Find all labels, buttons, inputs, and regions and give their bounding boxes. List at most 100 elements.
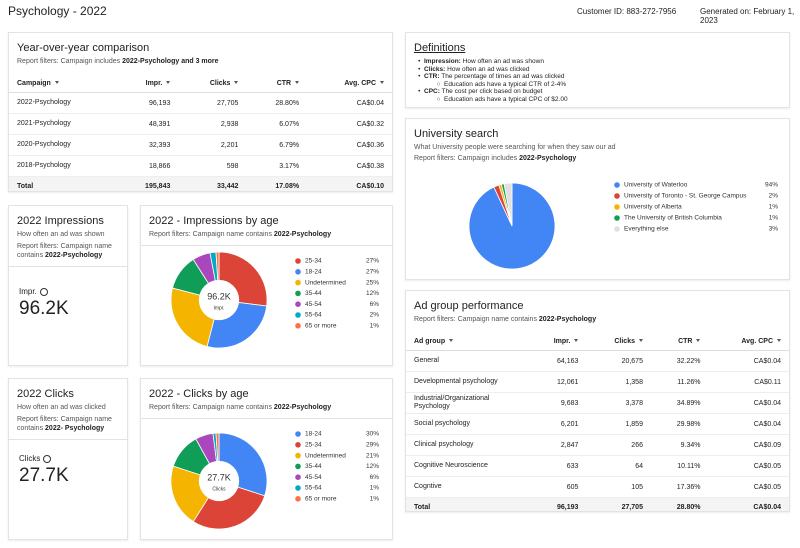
table-cell: 34.89% — [650, 392, 709, 414]
data-table: Campaign Impr. Clicks CTR Avg. CPC 2022-Psych… — [9, 74, 392, 191]
table-cell: CA$0.36 — [307, 134, 392, 156]
table-cell: 6.07% — [246, 113, 308, 135]
report-filter: Report filters: Campaign includes 2022-P… — [17, 57, 384, 66]
total-cell: Total — [9, 176, 116, 191]
filter-text: Report filters: Campaign name contains — [414, 316, 537, 323]
filter-value: 2022- Psychology — [45, 425, 105, 432]
help-icon[interactable] — [39, 287, 48, 296]
filter-text: Report filters: Campaign includes — [17, 58, 121, 65]
total-cell: CA$0.10 — [307, 176, 392, 191]
table-cell: 29.98% — [650, 413, 709, 435]
table-cell: 598 — [178, 155, 247, 177]
table-cell: 1,859 — [586, 413, 651, 435]
report-filter: Report filters: Campaign name contains 2… — [414, 315, 781, 324]
filter-value: 2022-Psychology and 3 more — [122, 58, 219, 65]
metric-value: 96.2K — [19, 298, 69, 319]
table-cell: 18,866 — [115, 155, 179, 177]
help-icon[interactable] — [43, 454, 52, 463]
table-cell: 2,938 — [178, 113, 247, 135]
table-cell: 266 — [586, 434, 651, 456]
definition-text: How often an ad was shown — [462, 58, 544, 65]
total-cell: CA$0.04 — [708, 497, 789, 511]
table-cell: General — [406, 350, 528, 372]
customer-id: Customer ID: 883-272-7956 — [577, 7, 677, 16]
table-row: 2022-Psychology 96,193 27,705 28.80% CA$0.04 — [9, 92, 392, 114]
total-cell: Total — [406, 497, 528, 511]
column-header: CTR — [650, 332, 709, 351]
table-cell: 105 — [586, 476, 651, 498]
filter-text: Report filters: Campaign name contains — [17, 243, 112, 259]
clicks-card: 2022 Clicks How often an ad was clicked … — [8, 378, 128, 540]
table-cell: 27,705 — [178, 92, 247, 114]
total-row: Total 96,193 27,705 28.80% CA$0.04 — [406, 497, 789, 511]
metric-label-row: Clicks — [19, 454, 117, 463]
total-cell: 195,843 — [115, 176, 179, 191]
table-cell: CA$0.09 — [708, 434, 789, 456]
definition-list: Impression: How often an ad was shown Cli… — [424, 58, 789, 103]
column-header: Clicks — [178, 74, 247, 93]
metric-label-row: Impr. — [19, 287, 117, 296]
total-cell: 96,193 — [527, 497, 587, 511]
table-cell: 9,683 — [527, 392, 587, 414]
column-label: Avg. CPC — [741, 338, 781, 345]
definition-term: CPC: — [424, 88, 440, 95]
table-cell: 64 — [586, 455, 651, 477]
table-row: Cognitive Neuroscience 633 64 10.11% CA$0.05 — [406, 455, 789, 477]
table-cell: Cogntive — [406, 476, 528, 498]
card-title: 2022 Clicks — [17, 388, 74, 400]
impressions-card: 2022 Impressions How often an ad was sho… — [8, 205, 128, 366]
table-cell: 605 — [527, 476, 587, 498]
table-cell: Clinical psychology — [406, 434, 528, 456]
table-cell: 2,847 — [527, 434, 587, 456]
sub-list: Education ads have a typical CPC of $2.0… — [444, 96, 789, 104]
table-cell: CA$0.11 — [708, 371, 789, 393]
table-cell: CA$0.04 — [307, 92, 392, 114]
table-cell: 3.17% — [246, 155, 308, 177]
definition-item: CTR: The percentage of times an ad was c… — [424, 73, 789, 88]
table-cell: 1,358 — [586, 371, 651, 393]
table-cell: CA$0.04 — [708, 413, 789, 435]
filter-value: 2022-Psychology — [538, 316, 597, 323]
filter-text: Report filters: Campaign name contains — [149, 404, 272, 411]
table-cell: 10.11% — [650, 455, 709, 477]
column-label: Clicks — [614, 338, 643, 345]
table-cell: 48,391 — [115, 113, 179, 135]
filter-value: 2022-Psychology — [519, 155, 577, 162]
sub-list: Education ads have a typical CTR of 2-4% — [444, 81, 789, 89]
impressions-age-card: 2022 - Impressions by age Report filters… — [140, 205, 393, 366]
definition-term: Impression: — [424, 58, 461, 65]
filter-value: 2022-Psychology — [273, 231, 332, 238]
filter-value: 2022-Psychology — [45, 252, 103, 259]
definition-text: The cost per click based on budget — [441, 88, 543, 95]
report-filter: Report filters: Campaign name contains 2… — [149, 403, 384, 412]
table-cell: 11.26% — [650, 371, 709, 393]
definition-term: Clicks: — [424, 65, 446, 73]
table-row: Developmental psychology 12,061 1,358 11.26… — [406, 371, 789, 393]
table-cell: CA$0.38 — [307, 155, 392, 177]
table-row: Cogntive 605 105 17.36% CA$0.05 — [406, 476, 789, 498]
definition-note: Education ads have a typical CTR of 2-4% — [444, 81, 789, 89]
table-cell: 633 — [527, 455, 587, 477]
data-table: Ad group Impr. Clicks CTR Avg. CPC General 64,… — [406, 332, 789, 511]
generated-date: Generated on: February 1, 2023 — [700, 7, 795, 25]
card-title: Year-over-year comparison — [17, 42, 150, 54]
yoy-card: Year-over-year comparison Report filters… — [8, 32, 393, 192]
total-row: Total 195,843 33,442 17.08% CA$0.10 — [9, 176, 392, 191]
header-row: Ad group Impr. Clicks CTR Avg. CPC — [406, 332, 789, 351]
column-header: Avg. CPC — [708, 332, 789, 351]
divider — [141, 245, 392, 246]
total-cell: 17.08% — [246, 176, 308, 191]
table-row: Social psychology 6,201 1,859 29.98% CA$0.04 — [406, 413, 789, 435]
table-row: Industrial/Organizational Psychology 9,68… — [406, 392, 789, 414]
definition-item: CPC: The cost per click based on budgetE… — [424, 88, 789, 103]
table-cell: 32.22% — [650, 350, 709, 372]
filter-text: Report filters: Campaign name contains — [149, 231, 272, 238]
column-label: Impr. — [146, 80, 171, 87]
definitions-card: Definitions Impression: How often an ad … — [405, 32, 790, 108]
column-label: CTR — [678, 338, 700, 345]
table-cell: 6,201 — [527, 413, 587, 435]
table-wrap: Campaign Impr. Clicks CTR Avg. CPC 2022-Psych… — [9, 74, 392, 191]
table-cell: 6.79% — [246, 134, 308, 156]
card-description: How often an ad was clicked — [17, 404, 106, 411]
table-cell: CA$0.32 — [307, 113, 392, 135]
